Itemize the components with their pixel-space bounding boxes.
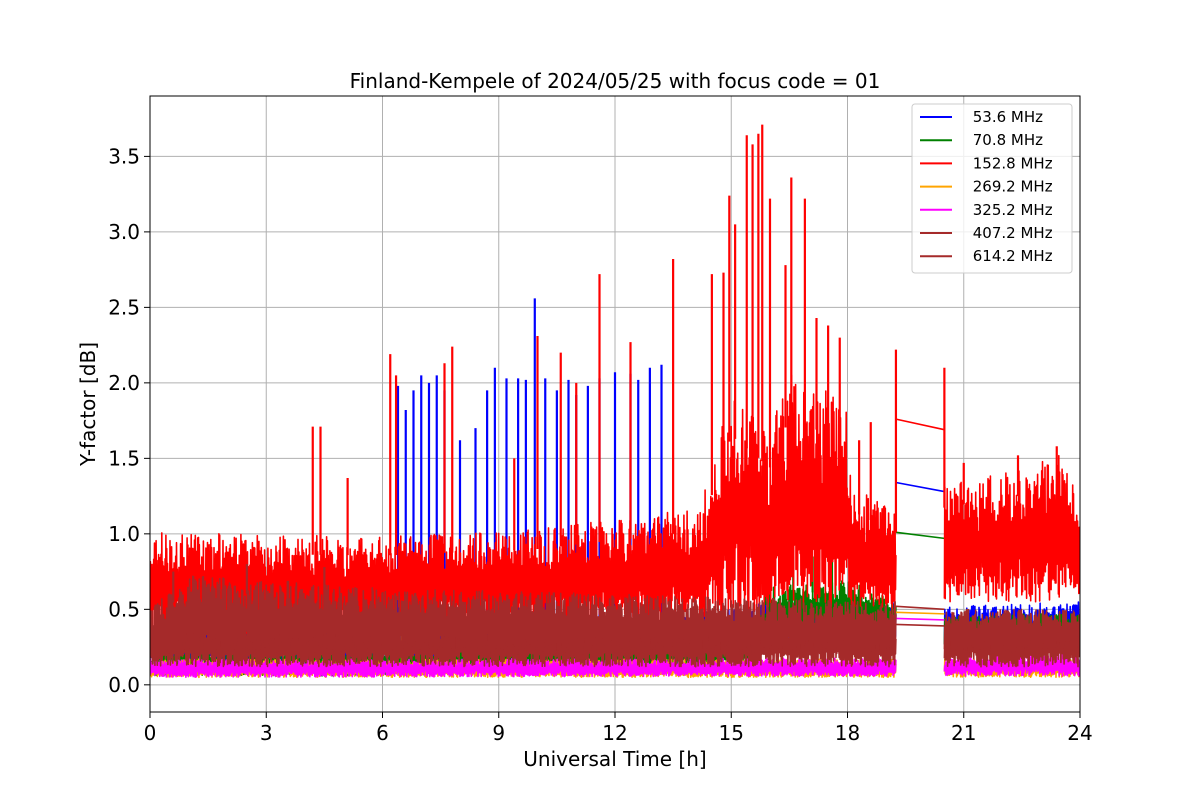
legend: 53.6 MHz 70.8 MHz 152.8 MHz 269.2 MHz 32… <box>911 103 1073 274</box>
plot-area <box>150 124 1080 679</box>
y-tick-label: 0.0 <box>108 673 140 697</box>
y-tick-label: 3.0 <box>108 220 140 244</box>
y-tick-label: 1.5 <box>108 446 140 470</box>
y-tick-label: 1.0 <box>108 522 140 546</box>
chart-title: Finland-Kempele of 2024/05/25 with focus… <box>350 69 881 93</box>
x-tick-label: 21 <box>951 721 976 745</box>
series-segment <box>150 374 897 635</box>
x-tick-label: 9 <box>492 721 505 745</box>
legend-label: 269.2 MHz <box>968 178 1053 196</box>
x-tick-label: 24 <box>1067 721 1092 745</box>
legend-label: 70.8 MHz <box>968 131 1043 149</box>
gap-connector <box>895 617 945 621</box>
y-tick-label: 2.0 <box>108 371 140 395</box>
gap-connector <box>895 611 945 615</box>
series-line <box>150 564 1080 660</box>
series-segment <box>943 454 1080 603</box>
series-segment <box>943 608 1080 656</box>
legend-label: 53.6 MHz <box>968 108 1043 126</box>
gap-connector <box>895 481 945 493</box>
y-tick-label: 2.5 <box>108 295 140 319</box>
series-segment <box>150 575 897 660</box>
legend-label: 152.8 MHz <box>968 154 1053 172</box>
legend-label: 407.2 MHz <box>968 224 1053 242</box>
legend-label: 614.2 MHz <box>968 247 1053 265</box>
y-axis-label: Y-factor [dB] <box>76 342 100 467</box>
x-axis-label: Universal Time [h] <box>523 747 706 771</box>
x-tick-label: 6 <box>376 721 389 745</box>
x-tick-label: 0 <box>144 721 157 745</box>
gap-connector <box>895 623 945 627</box>
y-tick-label: 3.5 <box>108 144 140 168</box>
series-segment <box>150 657 897 678</box>
series-line <box>150 124 1080 635</box>
x-tick-label: 18 <box>835 721 860 745</box>
legend-box <box>911 103 1073 274</box>
gap-connector <box>895 531 945 540</box>
y-tick-label: 0.5 <box>108 597 140 621</box>
axis-ticks: 0 3 6 9 12 15 18 21 24 0.0 0.5 1.0 1.5 2.0 2.5 3.0 3.5 <box>108 144 1093 745</box>
gap-connector <box>895 418 945 431</box>
legend-label: 325.2 MHz <box>968 201 1053 219</box>
series-line <box>150 298 1080 668</box>
x-tick-label: 3 <box>260 721 273 745</box>
x-tick-label: 12 <box>602 721 627 745</box>
gap-connector <box>895 605 945 611</box>
x-tick-label: 15 <box>719 721 744 745</box>
